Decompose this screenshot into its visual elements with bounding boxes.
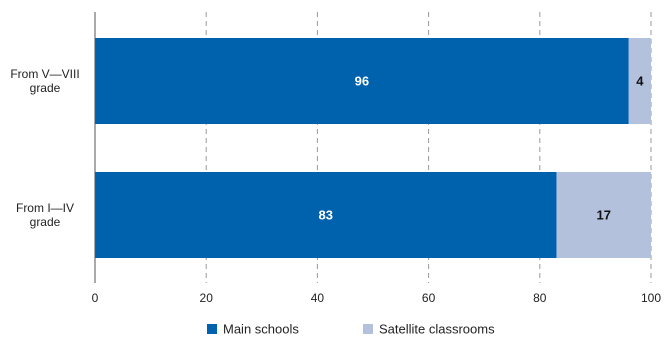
bar-satellite-classrooms-0 (628, 38, 651, 124)
x-tick-label: 80 (533, 291, 547, 305)
data-label: 4 (636, 74, 644, 89)
x-tick-label: 40 (311, 291, 325, 305)
x-tick-label: 20 (200, 291, 214, 305)
x-tick-label: 0 (92, 291, 99, 305)
x-axis-ticks: 0 20 40 60 80 100 (92, 291, 662, 305)
legend-label-satellite-classrooms: Satellite classrooms (379, 322, 495, 337)
data-label: 83 (319, 208, 333, 223)
category-label: grade (30, 81, 61, 95)
legend-swatch-satellite-classrooms (363, 324, 373, 334)
category-label: From I—IV (16, 201, 74, 215)
legend-swatch-main-schools (207, 324, 217, 334)
bar-main-schools-1 (95, 172, 557, 258)
bars: 96 4 83 17 (95, 38, 651, 258)
bar-satellite-classrooms-1 (556, 172, 651, 258)
bar-main-schools-0 (95, 38, 629, 124)
x-tick-label: 100 (641, 291, 661, 305)
legend-label-main-schools: Main schools (223, 322, 299, 337)
category-label: grade (30, 215, 61, 229)
category-label: From V—VIII (10, 67, 79, 81)
data-label: 17 (597, 208, 611, 223)
x-tick-label: 60 (422, 291, 436, 305)
data-label: 96 (355, 74, 369, 89)
legend: Main schools Satellite classrooms (207, 322, 495, 337)
